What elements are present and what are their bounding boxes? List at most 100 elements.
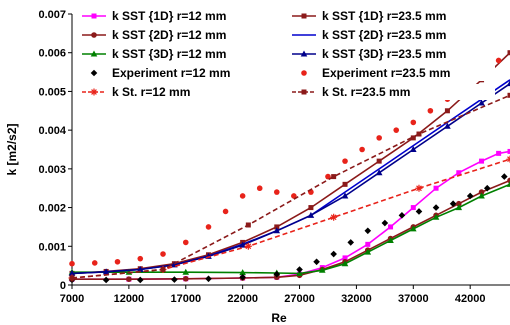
data-point [432, 213, 440, 220]
data-point [501, 173, 508, 180]
data-point [239, 269, 246, 276]
data-point [171, 276, 178, 283]
data-point [410, 205, 416, 211]
data-point [256, 185, 263, 192]
series-9 [69, 92, 510, 281]
data-point [398, 212, 406, 219]
legend-item: k SST {2D} r=12 mm [80, 27, 285, 43]
data-point [455, 204, 463, 211]
x-tick-label: 12000 [114, 293, 145, 305]
data-point [456, 200, 462, 207]
legend-label: k SST {1D} r=12 mm [112, 9, 226, 23]
series-line [71, 83, 510, 275]
data-point [341, 260, 349, 267]
y-tick-label: 0.001 [38, 241, 66, 253]
series-5 [68, 80, 510, 276]
data-point [416, 131, 422, 137]
data-point [136, 266, 144, 273]
data-point [365, 241, 371, 247]
data-point [342, 255, 348, 261]
data-point [507, 148, 510, 154]
data-point [427, 107, 434, 114]
data-point [68, 269, 76, 276]
data-point [478, 192, 485, 199]
x-tick-label: 27000 [284, 293, 315, 305]
data-point [205, 275, 212, 283]
data-point [483, 184, 491, 192]
series-3 [71, 79, 510, 275]
data-point [244, 242, 252, 250]
data-point [415, 184, 423, 192]
legend-item-background [290, 65, 495, 81]
data-point [364, 227, 372, 235]
legend-item: k St. r=23.5 mm [290, 84, 495, 100]
legend-swatch-marker [301, 89, 307, 95]
data-point [444, 108, 450, 114]
series-line [71, 94, 510, 279]
data-point [205, 224, 212, 230]
legend-item-background [80, 84, 285, 100]
data-point [273, 227, 281, 234]
series-2 [69, 177, 510, 282]
data-point [330, 250, 337, 258]
data-point [479, 158, 485, 164]
y-tick-label: 0 [60, 280, 66, 292]
data-point [415, 208, 423, 215]
series-4 [68, 180, 510, 276]
data-point [296, 269, 303, 276]
legend-item: k SST {2D} r=23.5 mm [290, 27, 495, 43]
series-line [72, 183, 510, 275]
data-point [409, 225, 417, 232]
data-point [393, 127, 400, 133]
data-point [507, 177, 510, 184]
data-point [466, 192, 474, 200]
legend-swatch-marker [90, 69, 98, 77]
data-point [410, 119, 417, 126]
data-point [313, 258, 320, 266]
data-point [239, 241, 246, 248]
data-point [444, 122, 451, 129]
data-point [160, 267, 166, 273]
data-point [478, 189, 485, 195]
data-point [182, 239, 189, 246]
x-tick-label: 22000 [227, 293, 258, 305]
data-point [506, 80, 510, 87]
data-point [347, 239, 355, 246]
series-6 [68, 173, 508, 284]
data-point [495, 57, 502, 64]
axes: 0 0.001 0.002 0.003 0.004 0.005 0.006 0.007 7000… [38, 9, 510, 305]
y-axis-label: k [m2/s2] [5, 123, 19, 175]
data-point [375, 169, 383, 176]
legend: k SST {1D} r=12 mm k SST {1D} r=23.5 mm k … [80, 8, 495, 100]
legend-item-background [290, 8, 495, 24]
series-layer [68, 50, 510, 284]
x-tick-label: 37000 [398, 293, 429, 305]
data-point [136, 276, 144, 284]
series-8 [68, 155, 510, 282]
data-point [69, 260, 75, 267]
data-point [433, 185, 439, 191]
data-point [381, 219, 389, 227]
y-tick-label: 0.005 [38, 86, 66, 98]
data-point [239, 273, 246, 281]
data-point [409, 146, 417, 152]
x-tick-label: 17000 [170, 293, 201, 305]
y-tick-label: 0.007 [38, 9, 66, 21]
data-point [364, 248, 372, 255]
data-point [274, 224, 280, 230]
data-point [245, 222, 251, 228]
legend-label: k St. r=23.5 mm [322, 85, 410, 99]
y-tick-label: 0.004 [38, 125, 66, 137]
legend-label: k SST {3D} r=12 mm [112, 47, 226, 61]
legend-swatch-marker [301, 13, 307, 19]
series-0 [69, 148, 510, 282]
x-tick-label: 7000 [60, 293, 84, 305]
legend-label: k SST {2D} r=12 mm [112, 28, 226, 42]
series-line [71, 79, 510, 275]
y-tick-label: 0.002 [38, 203, 66, 215]
data-point [496, 150, 502, 156]
data-point [456, 170, 462, 176]
data-point [330, 213, 338, 221]
x-tick-label: 42000 [455, 293, 486, 305]
